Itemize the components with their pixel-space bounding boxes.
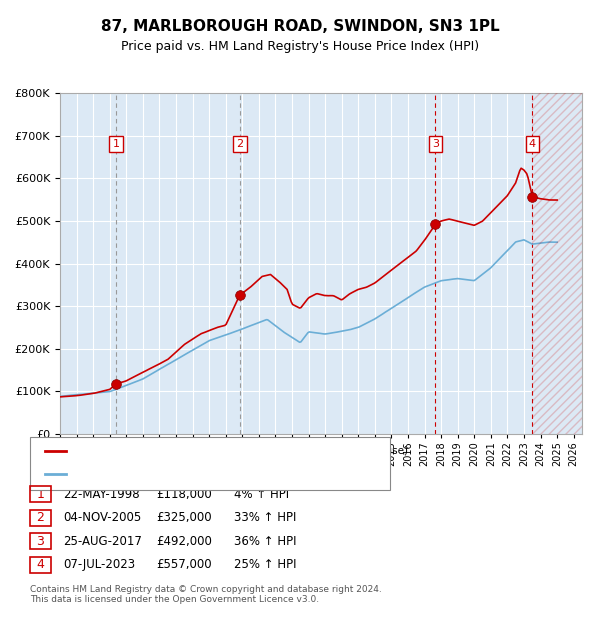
- Text: 2: 2: [37, 512, 44, 524]
- Bar: [532, 93, 582, 434]
- Text: 33% ↑ HPI: 33% ↑ HPI: [234, 512, 296, 524]
- Text: £118,000: £118,000: [156, 488, 212, 500]
- Text: 3: 3: [432, 139, 439, 149]
- Text: 25% ↑ HPI: 25% ↑ HPI: [234, 559, 296, 571]
- Text: 36% ↑ HPI: 36% ↑ HPI: [234, 535, 296, 547]
- Text: 1: 1: [113, 139, 119, 149]
- Text: 07-JUL-2023: 07-JUL-2023: [63, 559, 135, 571]
- Text: 2: 2: [236, 139, 243, 149]
- Text: Contains HM Land Registry data © Crown copyright and database right 2024.
This d: Contains HM Land Registry data © Crown c…: [30, 585, 382, 604]
- Text: 3: 3: [37, 535, 44, 547]
- Text: 4: 4: [37, 559, 44, 571]
- Text: £557,000: £557,000: [156, 559, 212, 571]
- Text: 87, MARLBOROUGH ROAD, SWINDON, SN3 1PL (detached house): 87, MARLBOROUGH ROAD, SWINDON, SN3 1PL (…: [69, 446, 408, 456]
- Text: Price paid vs. HM Land Registry's House Price Index (HPI): Price paid vs. HM Land Registry's House …: [121, 40, 479, 53]
- Text: 1: 1: [37, 488, 44, 500]
- Text: 4: 4: [529, 139, 536, 149]
- Text: 25-AUG-2017: 25-AUG-2017: [63, 535, 142, 547]
- Text: HPI: Average price, detached house, Swindon: HPI: Average price, detached house, Swin…: [69, 469, 306, 479]
- Text: 87, MARLBOROUGH ROAD, SWINDON, SN3 1PL: 87, MARLBOROUGH ROAD, SWINDON, SN3 1PL: [101, 19, 499, 33]
- Text: £325,000: £325,000: [156, 512, 212, 524]
- Bar: [532, 93, 582, 434]
- Text: 04-NOV-2005: 04-NOV-2005: [63, 512, 141, 524]
- Text: £492,000: £492,000: [156, 535, 212, 547]
- Text: 4% ↑ HPI: 4% ↑ HPI: [234, 488, 289, 500]
- Text: 22-MAY-1998: 22-MAY-1998: [63, 488, 140, 500]
